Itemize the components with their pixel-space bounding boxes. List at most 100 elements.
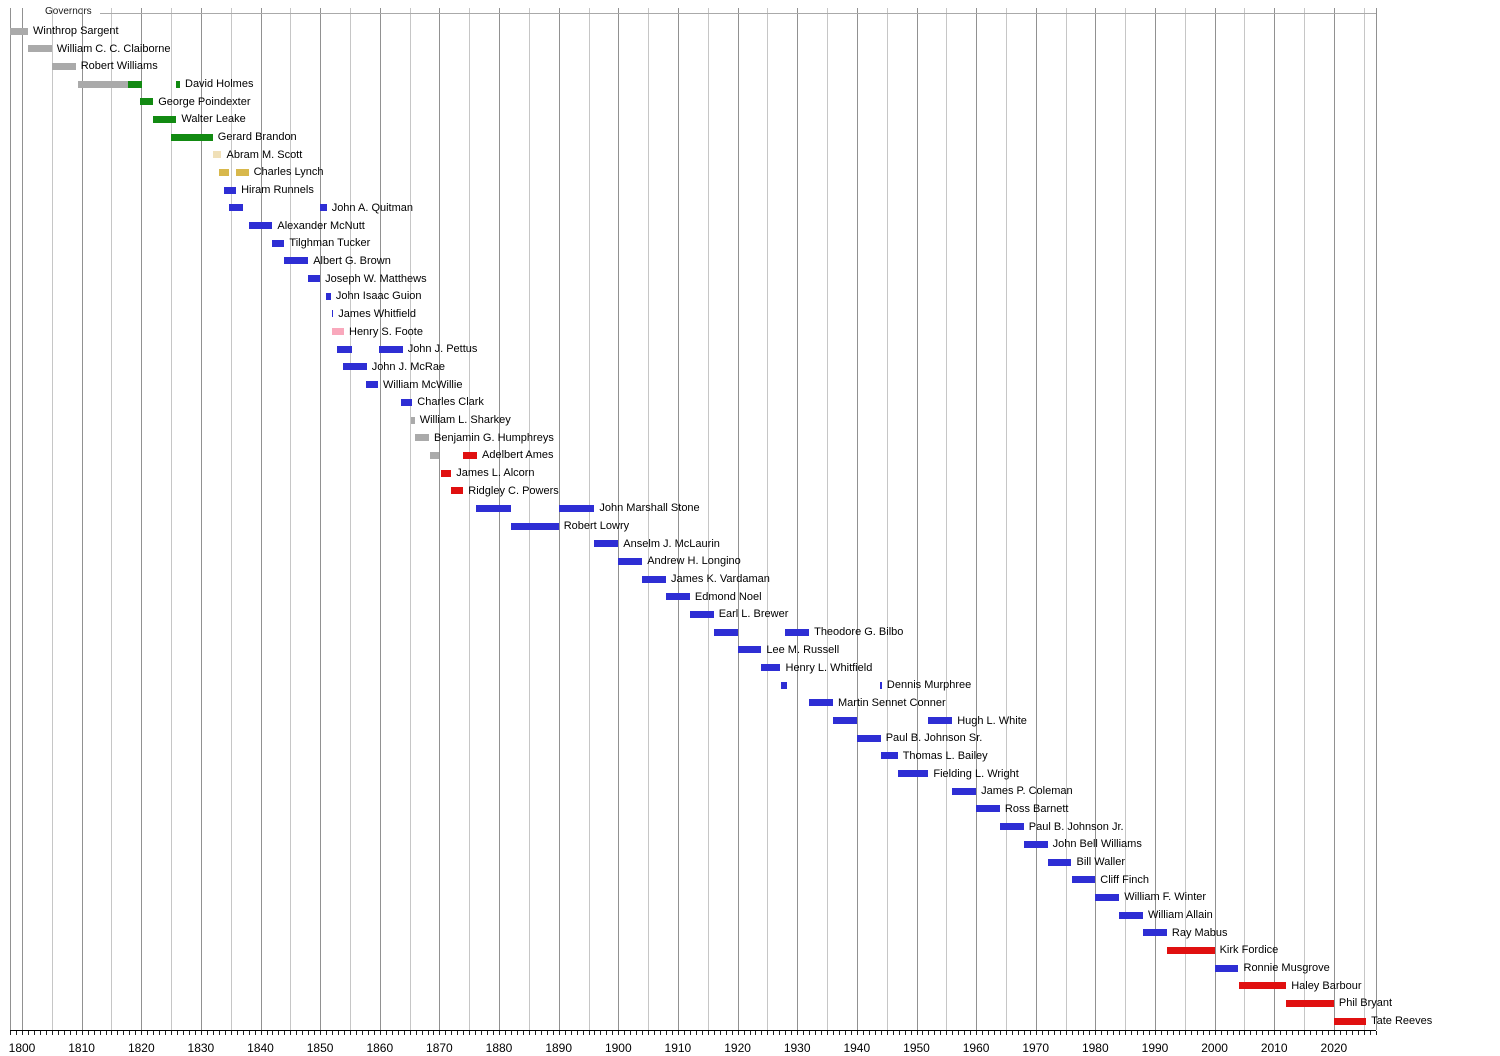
axis-tick [1232,1031,1234,1035]
governor-label: Ridgley C. Powers [468,484,559,497]
governor-label: Ray Mabus [1171,926,1228,939]
axis-tick [695,1031,697,1035]
axis-tick [51,1031,53,1035]
axis-tick [892,1031,894,1035]
axis-tick [773,1031,775,1035]
term-bar [440,469,452,477]
axis-tick [218,1031,220,1035]
axis-tick [606,1031,608,1035]
axis-year-label: 1930 [783,1041,811,1055]
axis-tick [1244,1031,1246,1035]
governor-label: James K. Vardaman [671,573,770,586]
axis-tick [1238,1031,1240,1035]
axis-year-label: 1970 [1022,1041,1050,1055]
gridline-year-1860 [379,8,381,1030]
axis-tick [224,1031,226,1035]
gridline-year-1935 [827,8,828,1030]
axis-tick [1351,1031,1353,1035]
term-bar [248,222,273,229]
axis-tick [570,1031,572,1035]
axis-tick [1208,1031,1210,1035]
axis-tick [1047,1031,1049,1035]
axis-tick [463,1031,465,1035]
term-bar [171,133,213,141]
axis-tick [153,1031,155,1035]
gridline-year-1965 [1005,8,1007,1030]
governor-label: Andrew H. Longino [647,555,741,568]
axis-tick [1220,1031,1222,1035]
axis-tick [689,1031,691,1035]
governor-label: Gerard Brandon [217,131,297,144]
term-bar [976,805,1000,813]
axis-tick [701,1031,703,1035]
axis-tick [147,1031,149,1035]
axis-tick [600,1031,602,1035]
term-bar [897,770,929,778]
term-bar [594,540,619,548]
term-bar [451,487,464,495]
gridline-year-1925 [767,8,769,1030]
gridline-year-1975 [1065,8,1067,1030]
axis-tick [361,1031,363,1035]
axis-tick [856,1031,858,1035]
term-bar [272,239,285,247]
axis-tick [898,1031,900,1035]
chart-title: Governors [45,6,92,17]
axis-tick [862,1031,864,1035]
axis-tick [850,1031,852,1035]
axis-tick [1345,1031,1347,1035]
axis-tick [171,1031,173,1035]
term-bar [236,168,249,176]
axis-tick [1101,1031,1103,1035]
axis-tick [1053,1031,1055,1035]
top-ruler-line [100,13,1376,14]
axis-tick [308,1031,310,1035]
axis-tick [1077,1031,1079,1035]
axis-tick [838,1031,840,1035]
axis-tick [1155,1031,1156,1035]
axis-tick [672,1031,673,1035]
term-bar [737,646,762,654]
axis-tick [28,1031,29,1035]
axis-tick [1292,1031,1294,1035]
axis-tick [1327,1031,1329,1035]
axis-tick [904,1031,906,1035]
axis-tick [230,1031,232,1035]
gridline-year-1970 [1035,8,1037,1030]
axis-tick [1029,1031,1031,1035]
axis-tick [958,1031,960,1035]
axis-tick [1256,1031,1258,1035]
term-bar [642,575,667,583]
governor-label: Ronnie Musgrove [1243,962,1330,974]
governor-label: Fielding L. Wright [933,767,1019,780]
gridline-year-1855 [350,8,351,1030]
governor-label: David Holmes [185,78,254,90]
axis-tick [16,1031,17,1035]
term-bar [10,27,28,35]
governor-label: Alexander McNutt [277,219,365,232]
axis-tick [642,1031,644,1035]
axis-tick [737,1031,739,1035]
axis-tick [481,1031,483,1035]
gridline-year-1850 [320,8,322,1030]
axis-tick [1125,1031,1127,1035]
term-bar [1047,858,1072,866]
axis-tick [588,1031,590,1035]
axis-tick [844,1031,846,1035]
axis-year-label: 2010 [1260,1041,1288,1055]
axis-tick [1321,1031,1323,1035]
axis-tick [1095,1031,1097,1035]
term-bar [511,522,559,530]
axis-tick [785,1031,787,1035]
axis-tick [469,1031,471,1035]
axis-tick [260,1031,262,1035]
axis-tick [707,1031,709,1035]
term-bar [1166,946,1215,954]
gridline-year-1810 [81,8,83,1030]
gridline-year-1915 [707,8,709,1030]
axis-tick [540,1031,542,1035]
axis-tick [1023,1031,1025,1035]
axis-tick [767,1031,769,1035]
governor-label: Anselm J. McLaurin [623,537,720,550]
